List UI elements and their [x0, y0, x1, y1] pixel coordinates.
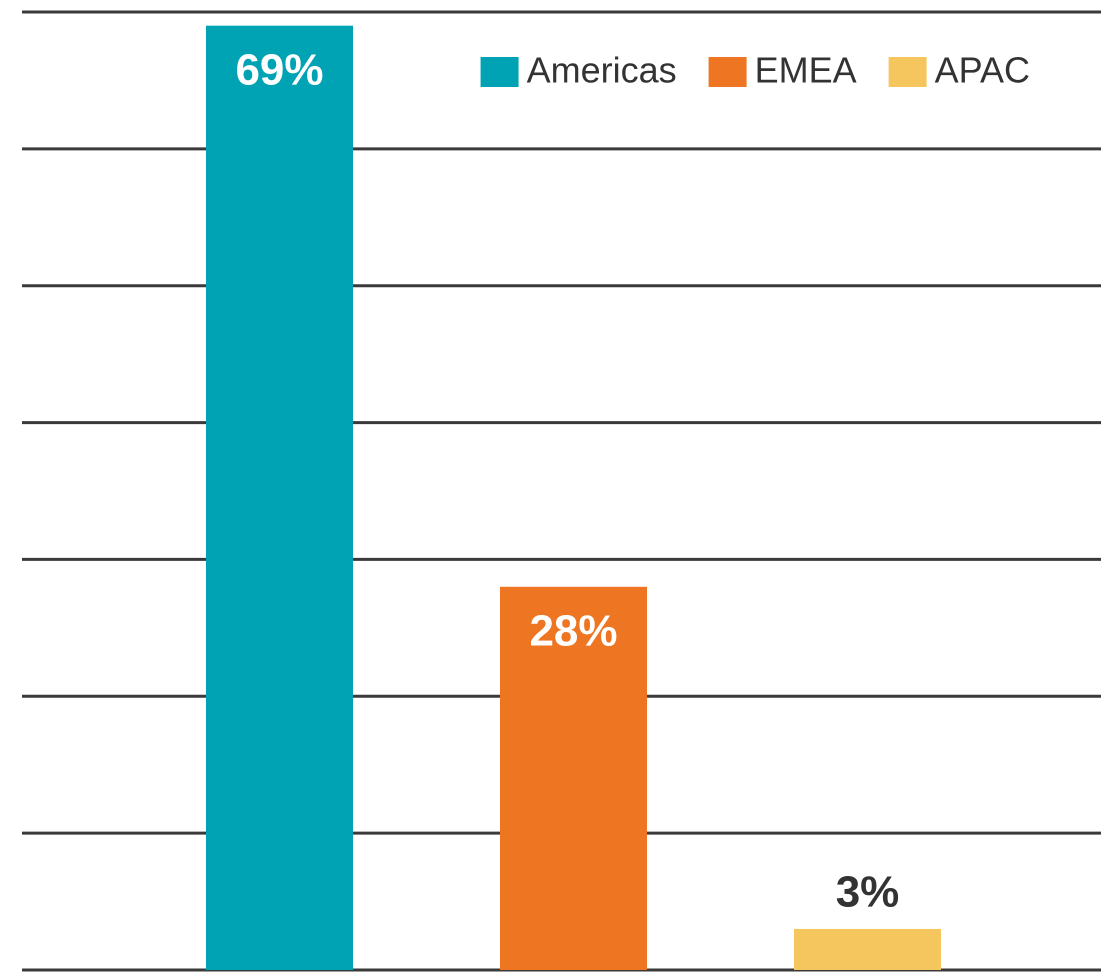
legend-swatch — [480, 57, 519, 87]
legend-swatch — [888, 57, 927, 87]
legend-label: EMEA — [755, 50, 857, 91]
bar — [206, 25, 353, 970]
bar — [500, 586, 647, 970]
data-label: 69% — [235, 45, 323, 94]
legend-label: Americas — [527, 50, 677, 91]
legend-swatch — [708, 57, 747, 87]
data-label: 3% — [836, 868, 900, 917]
bar — [794, 928, 941, 970]
legend-label: APAC — [935, 50, 1030, 91]
data-label: 28% — [529, 606, 617, 655]
